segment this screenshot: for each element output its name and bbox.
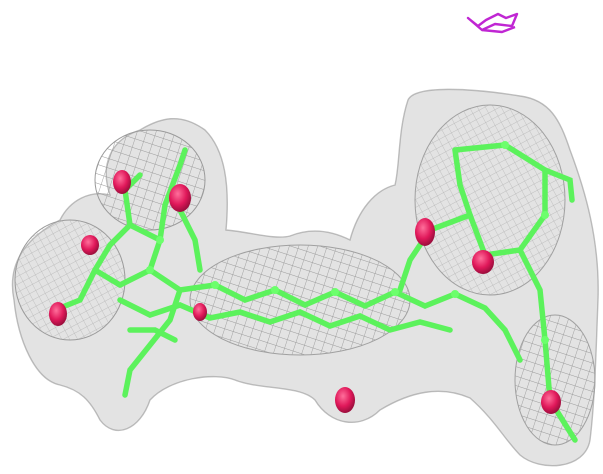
ligand-head [122,287,183,398]
oxygen-atom [193,303,207,321]
oxygen-atom [169,184,191,212]
oxygen-atom [472,250,494,274]
ligand-head [177,207,203,273]
density-lobe [414,104,566,296]
carbon-atom [541,211,549,219]
density-lobe [94,129,206,231]
carbon-atom [211,281,219,289]
magenta-ribbon-fragment [466,12,519,34]
oxygen-atom [541,390,561,414]
ligand-head [127,327,178,343]
ligand-head [147,147,188,273]
ligand-branch [542,167,575,203]
ligand-head [92,267,123,288]
carbon-atom [391,288,399,296]
oxygen-atoms [49,170,561,414]
carbon-atom [541,336,549,344]
oxygen-atom [113,170,131,194]
carbon-atoms [146,141,549,344]
carbon-atom [156,236,164,244]
ligand-head [52,221,163,313]
oxygen-atom [415,218,435,246]
carbon-atom [451,290,459,298]
oxygen-atom [81,235,99,255]
oxygen-atom [335,387,355,413]
carbon-atom [146,266,154,274]
oxygen-atom [49,302,67,326]
carbon-atom [501,141,509,149]
carbon-atom [331,288,339,296]
carbon-atom [271,286,279,294]
density-lobe [514,314,596,446]
ligand-branch [397,212,473,293]
